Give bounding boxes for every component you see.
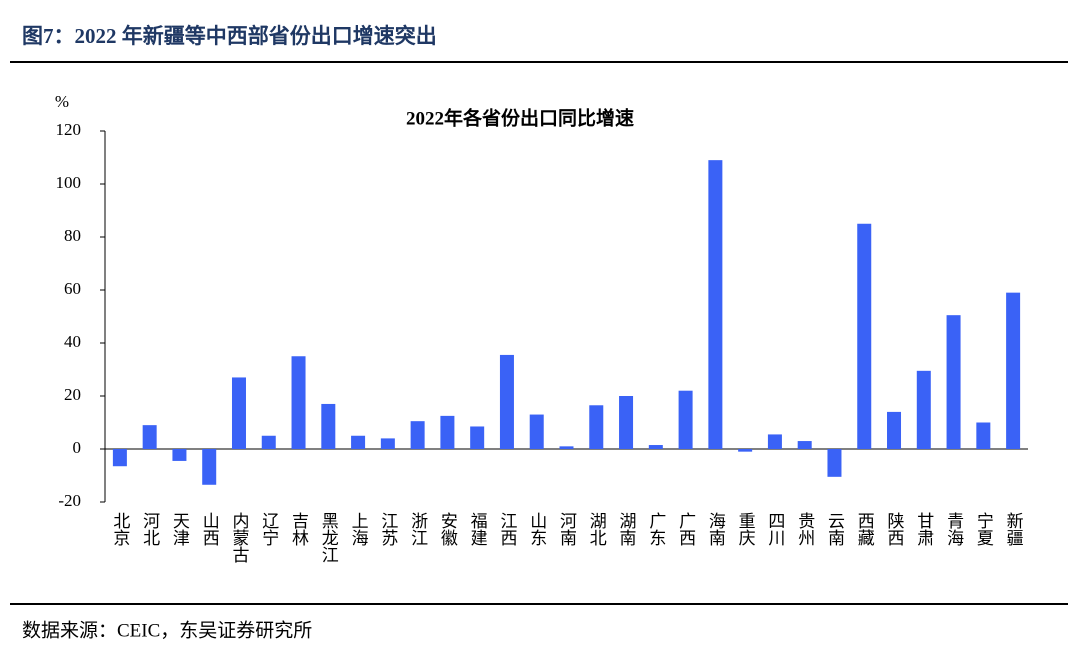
bar xyxy=(231,377,246,449)
bar xyxy=(202,449,217,485)
x-tick-label: 安徽 xyxy=(438,512,458,546)
bar xyxy=(887,411,902,449)
bar xyxy=(261,435,276,449)
bar xyxy=(678,390,693,449)
y-tick-label: 80 xyxy=(64,226,81,245)
bar xyxy=(738,449,753,452)
x-tick-label: 广西 xyxy=(676,512,696,546)
x-tick-label: 上海 xyxy=(349,512,369,547)
y-tick-label: 120 xyxy=(56,120,82,139)
x-tick-label: 河南 xyxy=(557,512,577,546)
bar xyxy=(172,449,187,461)
x-tick-label: 内蒙古 xyxy=(229,512,249,563)
x-tick-label: 湖南 xyxy=(617,512,637,546)
y-unit: % xyxy=(55,92,69,111)
x-tick-label: 天津 xyxy=(170,512,190,546)
x-tick-label: 江西 xyxy=(497,512,517,546)
bar xyxy=(708,160,723,449)
x-tick-label: 宁夏 xyxy=(974,512,994,546)
bar xyxy=(916,370,931,449)
x-tick-label: 甘肃 xyxy=(914,512,934,546)
x-tick-label: 河北 xyxy=(140,512,160,546)
bar xyxy=(440,415,455,449)
bar xyxy=(797,441,812,449)
y-tick-label: 100 xyxy=(56,173,82,192)
bar xyxy=(142,425,157,449)
bar xyxy=(1006,292,1021,449)
bar xyxy=(529,414,544,449)
bar xyxy=(976,422,991,449)
y-tick-label: 40 xyxy=(64,332,81,351)
y-tick-label: 0 xyxy=(73,438,82,457)
chart-title: 2022年各省份出口同比增速 xyxy=(406,106,634,129)
x-tick-label: 云南 xyxy=(825,512,845,546)
bar xyxy=(827,449,842,477)
y-tick-label: 60 xyxy=(64,279,81,298)
bar xyxy=(410,421,425,449)
x-tick-label: 江苏 xyxy=(378,512,398,547)
bar xyxy=(589,405,604,449)
x-tick-label: 辽宁 xyxy=(259,512,279,546)
bar xyxy=(857,223,872,449)
x-tick-label: 福建 xyxy=(468,512,488,546)
x-tick-label: 浙江 xyxy=(408,512,428,546)
x-tick-label: 陕西 xyxy=(885,512,904,546)
bar xyxy=(648,445,663,449)
bar xyxy=(619,396,634,449)
x-tick-label: 湖北 xyxy=(587,512,607,546)
x-tick-label: 海南 xyxy=(706,512,726,546)
bar xyxy=(499,354,514,449)
x-tick-label: 新疆 xyxy=(1004,512,1024,546)
x-tick-label: 黑龙江 xyxy=(319,512,339,563)
bar xyxy=(470,426,485,449)
x-tick-label: 西藏 xyxy=(855,512,875,547)
x-tick-label: 山东 xyxy=(527,512,546,546)
x-tick-label: 四川 xyxy=(765,512,785,546)
x-tick-label: 青海 xyxy=(944,512,964,547)
y-tick-label: 20 xyxy=(64,385,81,404)
figure-title: 图7：2022 年新疆等中西部省份出口增速突出 xyxy=(22,24,437,48)
source-note: 数据来源：CEIC，东吴证券研究所 xyxy=(22,619,312,641)
x-tick-label: 重庆 xyxy=(736,512,756,546)
y-tick-label: -20 xyxy=(58,491,81,510)
bar xyxy=(321,403,336,449)
bar xyxy=(112,449,127,467)
x-tick-label: 山西 xyxy=(200,512,219,546)
bar xyxy=(380,438,395,449)
bar xyxy=(559,446,574,449)
x-tick-label: 北京 xyxy=(110,512,130,547)
bar xyxy=(291,356,306,449)
x-tick-label: 贵州 xyxy=(795,512,815,546)
x-tick-label: 广东 xyxy=(646,512,666,546)
bar xyxy=(767,434,782,449)
bar xyxy=(946,315,961,449)
x-tick-label: 吉林 xyxy=(289,512,309,546)
bar xyxy=(351,435,366,449)
